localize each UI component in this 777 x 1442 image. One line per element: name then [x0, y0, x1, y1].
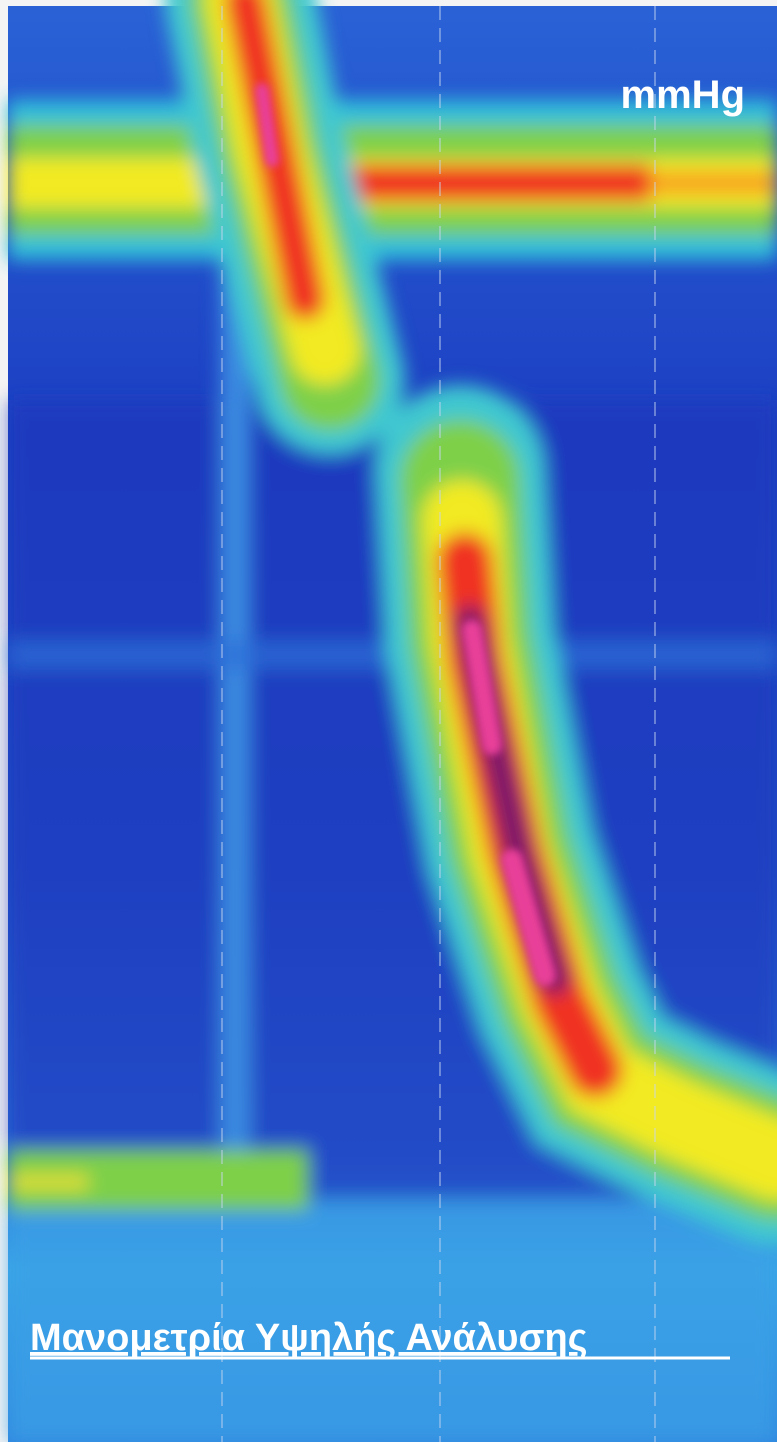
time-markers — [221, 6, 656, 1442]
heatmap — [8, 0, 777, 1442]
caption: Μανομετρία Υψηλής Ανάλυσης — [30, 1317, 588, 1359]
unit-label: mmHg — [621, 73, 745, 117]
peaks — [255, 83, 556, 986]
